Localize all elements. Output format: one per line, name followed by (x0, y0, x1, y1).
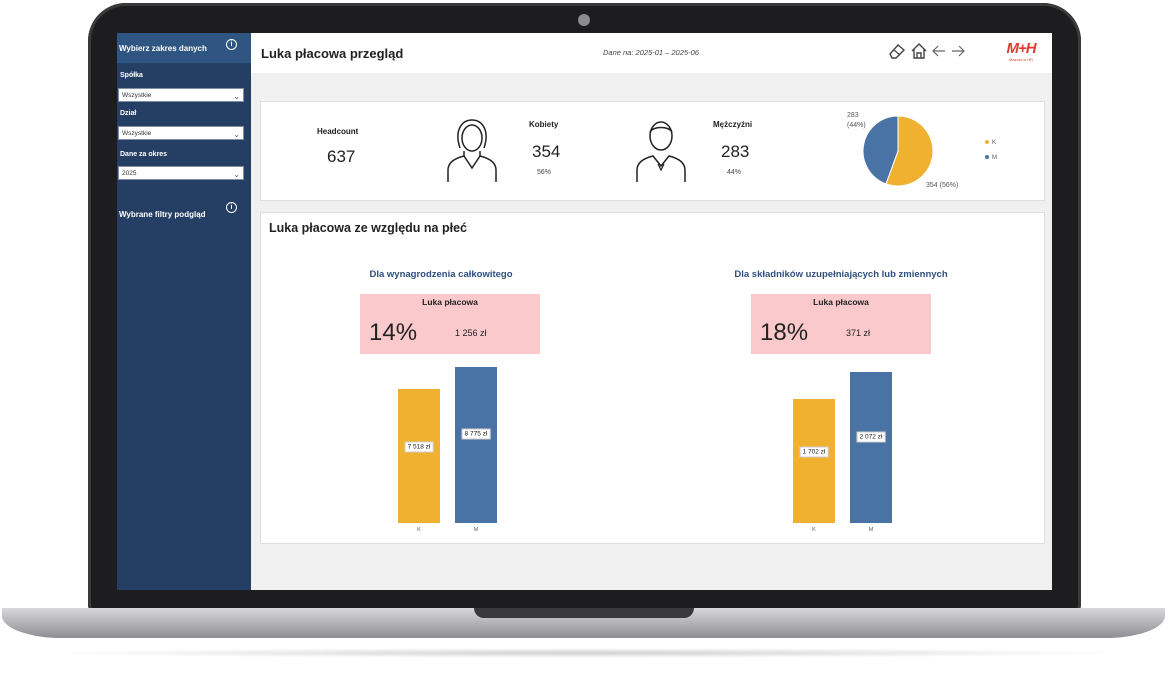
bar-data-label: 7 518 zł (404, 441, 434, 453)
info-icon[interactable]: i (226, 39, 237, 50)
laptop-shadow (40, 648, 1130, 658)
sidebar-title: Wybierz zakres danych (119, 44, 207, 53)
department-select-value: Wszystkie (122, 130, 152, 137)
bar-m: 2 072 zł (850, 372, 892, 523)
pie-slice-k (885, 115, 934, 187)
legend-item-k: K (985, 140, 996, 146)
headcount-label: Headcount (317, 127, 359, 136)
men-value: 283 (721, 142, 750, 161)
laptop-notch (474, 608, 694, 618)
gap-section: Luka płacowa ze względu na płeć Dla wyna… (260, 212, 1045, 544)
department-select[interactable]: Wszystkie ⌄ (118, 126, 244, 140)
company-logo: M+H Mazars w HR (999, 41, 1043, 65)
filter-label-company: Spółka (120, 72, 143, 79)
bar-m: 8 775 zł (455, 367, 497, 523)
bar-data-label: 2 072 zł (856, 431, 886, 443)
panel-1-gap-amount: 1 256 zł (455, 328, 487, 338)
bar-k: 1 702 zł (793, 398, 835, 523)
screen: Wybierz zakres danych i Spółka Wszystkie… (117, 33, 1052, 590)
arrow-left-icon[interactable] (931, 41, 947, 61)
panel-2-gap-pct: 18% (760, 319, 809, 346)
panel-1-title: Dla wynagrodzenia całkowitego (369, 269, 513, 280)
pie-label-m-value: 283 (847, 112, 859, 119)
period-select-value: 2025 (122, 170, 137, 177)
section-title: Luka płacowa ze względu na płeć (269, 221, 467, 235)
pie-slice-m (862, 115, 899, 185)
camera-icon (578, 14, 590, 26)
eraser-icon[interactable] (887, 41, 907, 61)
legend-label-k: K (992, 140, 997, 146)
chevron-down-icon: ⌄ (233, 130, 240, 139)
chevron-down-icon: ⌄ (233, 170, 240, 179)
legend-dot-m (985, 155, 989, 160)
men-pct: 44% (727, 169, 742, 176)
legend-item-m: M (985, 155, 997, 161)
logo-subtext: Mazars w HR (1008, 57, 1033, 62)
page-title: Luka płacowa przegląd (261, 46, 404, 61)
filter-label-department: Dział (120, 110, 137, 117)
bar-data-label: 1 702 zł (799, 446, 829, 458)
pie-label-k: 354 (56%) (926, 182, 959, 189)
panel-2-title: Dla składników uzupełniających lub zmien… (734, 269, 948, 280)
kpi-card: Headcount 637 Kobiety 354 56% Mężczyźni … (260, 101, 1045, 201)
woman-icon (447, 119, 497, 182)
nav-icons (887, 41, 966, 61)
panel-1-gap-label: Luka płacowa (422, 297, 478, 307)
sidebar-header: Wybierz zakres danych i (117, 33, 251, 63)
company-select[interactable]: Wszystkie ⌄ (118, 88, 244, 102)
company-select-value: Wszystkie (122, 92, 152, 99)
chevron-down-icon: ⌄ (233, 92, 240, 101)
arrow-right-icon[interactable] (950, 41, 966, 61)
man-icon (636, 121, 686, 182)
headcount-value: 637 (327, 147, 356, 166)
selected-filters-title: Wybrane filtry podgląd (119, 210, 206, 219)
home-icon[interactable] (910, 41, 928, 61)
panel-2-gap-label: Luka płacowa (813, 297, 869, 307)
sidebar: Wybierz zakres danych i Spółka Wszystkie… (117, 33, 251, 590)
panel-2-gap-amount: 371 zł (846, 328, 871, 338)
gender-pie-chart (862, 115, 934, 187)
pie-label-m-pct: (44%) (847, 122, 866, 129)
filter-label-period: Dane za okres (120, 151, 168, 158)
panel-1-gap-box: Luka płacowa 14% 1 256 zł (360, 294, 540, 354)
panel-1-gap-pct: 14% (369, 319, 418, 346)
category-label: K (417, 527, 421, 533)
bar-k: 7 518 zł (398, 389, 440, 523)
category-label: M (868, 527, 874, 533)
category-label: K (812, 527, 816, 533)
women-label: Kobiety (529, 120, 559, 129)
men-label: Mężczyźni (713, 120, 753, 129)
logo-mark: M+H (1006, 40, 1036, 57)
header: Luka płacowa przegląd Dane na: 2025-01 –… (251, 33, 1052, 73)
women-value: 354 (532, 142, 561, 161)
legend-dot-k (985, 140, 989, 145)
women-pct: 56% (537, 169, 552, 176)
category-label: M (473, 527, 479, 533)
period-select[interactable]: 2025 ⌄ (118, 166, 244, 180)
panel-2-gap-box: Luka płacowa 18% 371 zł (751, 294, 931, 354)
bar-data-label: 8 775 zł (461, 428, 491, 440)
info-icon[interactable]: i (226, 202, 237, 213)
pie-label-m: 283 (44%) (847, 111, 866, 131)
legend-label-m: M (992, 155, 997, 161)
date-range: Dane na: 2025-01 – 2025-06 (603, 48, 699, 57)
